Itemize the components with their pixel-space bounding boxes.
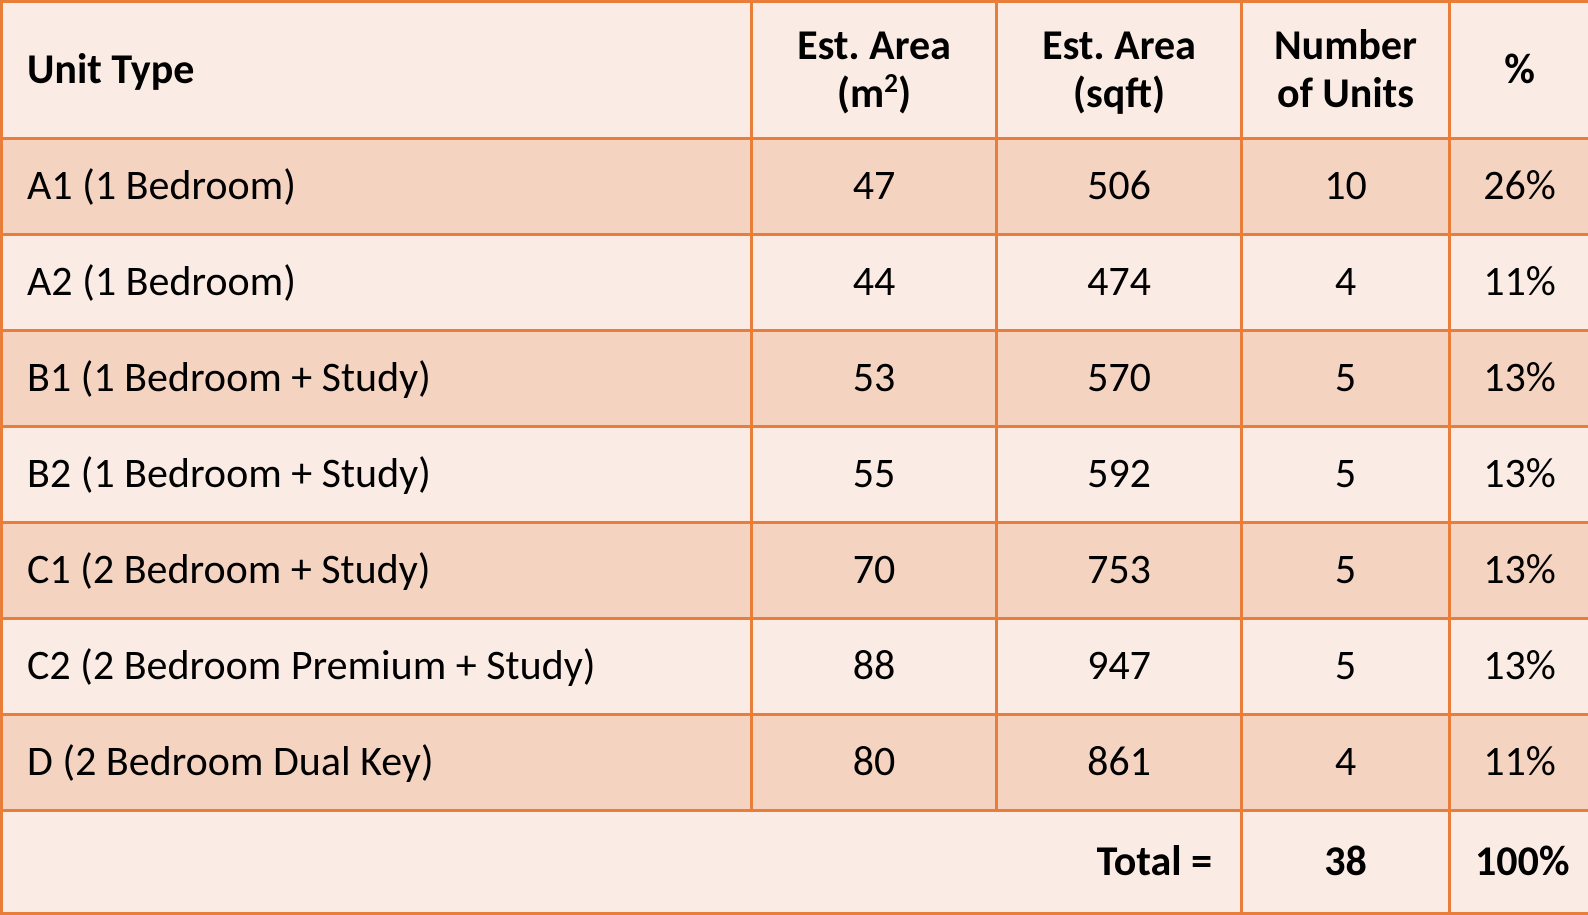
cell-area-m2: 70 (752, 523, 997, 619)
total-units: 38 (1242, 811, 1450, 914)
header-text-suffix: ) (898, 68, 911, 119)
header-text: % (1504, 44, 1535, 95)
unit-mix-table: Unit Type Est. Area (m2) Est. Area (sqft… (0, 0, 1588, 915)
header-text-prefix: (m (837, 68, 884, 119)
cell-units: 10 (1242, 139, 1450, 235)
table-row: C1 (2 Bedroom + Study) 70 753 5 13% (2, 523, 1588, 619)
col-header-pct: % (1450, 2, 1588, 139)
cell-unit-type: C1 (2 Bedroom + Study) (2, 523, 752, 619)
header-text-sup: 2 (884, 67, 898, 100)
table-row: A1 (1 Bedroom) 47 506 10 26% (2, 139, 1588, 235)
cell-unit-type: B2 (1 Bedroom + Study) (2, 427, 752, 523)
table-row: B2 (1 Bedroom + Study) 55 592 5 13% (2, 427, 1588, 523)
cell-area-sqft: 570 (997, 331, 1242, 427)
cell-area-sqft: 861 (997, 715, 1242, 811)
cell-area-m2: 47 (752, 139, 997, 235)
cell-unit-type: C2 (2 Bedroom Premium + Study) (2, 619, 752, 715)
cell-area-sqft: 592 (997, 427, 1242, 523)
col-header-area-sqft: Est. Area (sqft) (997, 2, 1242, 139)
cell-unit-type: D (2 Bedroom Dual Key) (2, 715, 752, 811)
cell-unit-type: A1 (1 Bedroom) (2, 139, 752, 235)
cell-pct: 13% (1450, 331, 1588, 427)
cell-area-sqft: 474 (997, 235, 1242, 331)
cell-unit-type: B1 (1 Bedroom + Study) (2, 331, 752, 427)
table-row: B1 (1 Bedroom + Study) 53 570 5 13% (2, 331, 1588, 427)
total-label: Total = (2, 811, 1242, 914)
cell-units: 4 (1242, 715, 1450, 811)
cell-area-m2: 53 (752, 331, 997, 427)
col-header-units: Number of Units (1242, 2, 1450, 139)
cell-pct: 26% (1450, 139, 1588, 235)
cell-area-m2: 44 (752, 235, 997, 331)
table-total-row: Total = 38 100% (2, 811, 1588, 914)
table-row: C2 (2 Bedroom Premium + Study) 88 947 5 … (2, 619, 1588, 715)
cell-area-m2: 80 (752, 715, 997, 811)
cell-area-sqft: 753 (997, 523, 1242, 619)
header-text: Unit Type (27, 44, 194, 95)
header-text: Est. Area (1042, 20, 1196, 71)
cell-units: 5 (1242, 427, 1450, 523)
cell-units: 4 (1242, 235, 1450, 331)
cell-pct: 13% (1450, 619, 1588, 715)
header-text: (sqft) (1073, 68, 1165, 119)
table-row: D (2 Bedroom Dual Key) 80 861 4 11% (2, 715, 1588, 811)
cell-pct: 11% (1450, 235, 1588, 331)
cell-pct: 13% (1450, 523, 1588, 619)
cell-area-sqft: 506 (997, 139, 1242, 235)
header-text: of Units (1277, 68, 1414, 119)
cell-units: 5 (1242, 619, 1450, 715)
cell-area-m2: 55 (752, 427, 997, 523)
cell-units: 5 (1242, 523, 1450, 619)
col-header-area-m2: Est. Area (m2) (752, 2, 997, 139)
cell-area-sqft: 947 (997, 619, 1242, 715)
cell-area-m2: 88 (752, 619, 997, 715)
table-row: A2 (1 Bedroom) 44 474 4 11% (2, 235, 1588, 331)
col-header-unit-type: Unit Type (2, 2, 752, 139)
cell-pct: 11% (1450, 715, 1588, 811)
header-text: Est. Area (797, 20, 951, 71)
cell-pct: 13% (1450, 427, 1588, 523)
cell-units: 5 (1242, 331, 1450, 427)
total-pct: 100% (1450, 811, 1588, 914)
table-header-row: Unit Type Est. Area (m2) Est. Area (sqft… (2, 2, 1588, 139)
cell-unit-type: A2 (1 Bedroom) (2, 235, 752, 331)
header-text: Number (1274, 20, 1417, 71)
